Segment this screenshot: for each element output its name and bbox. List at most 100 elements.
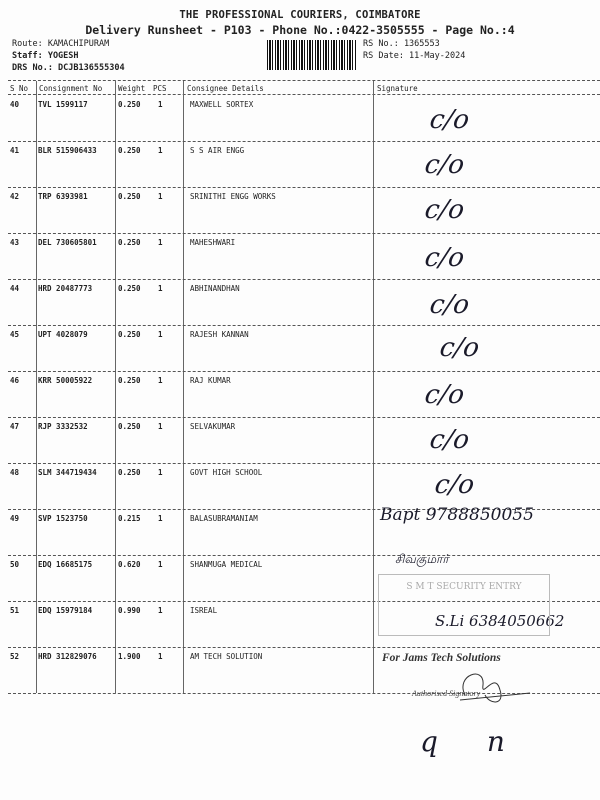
signature: c/o — [427, 105, 472, 135]
authorised-signatory: Authorised Signatory — [412, 689, 481, 698]
cell-consignee: GOVT HIGH SCHOOL — [190, 468, 263, 477]
cell-pcs: 1 — [158, 606, 163, 615]
cell-consignment: KRR 50005922 — [38, 376, 93, 385]
cell-consignee: SELVAKUMAR — [190, 422, 236, 431]
signature: c/o — [422, 380, 467, 410]
cell-weight: 0.250 — [118, 330, 141, 339]
cell-consignee: S S AIR ENGG — [190, 146, 245, 155]
cell-weight: 0.250 — [118, 146, 141, 155]
cell-consignee: ABHINANDHAN — [190, 284, 240, 293]
cell-sno: 47 — [10, 422, 20, 431]
row-divider — [8, 233, 600, 234]
cell-pcs: 1 — [158, 100, 163, 109]
cell-weight: 0.250 — [118, 376, 141, 385]
cell-pcs: 1 — [158, 652, 163, 661]
cell-consignment: RJP 3332532 — [38, 422, 88, 431]
signature: Bapt 9788850055 — [380, 505, 534, 525]
cell-pcs: 1 — [158, 422, 163, 431]
divider — [8, 80, 600, 81]
cell-pcs: 1 — [158, 238, 163, 247]
cell-consignment: EDQ 15979184 — [38, 606, 93, 615]
cell-pcs: 1 — [158, 514, 163, 523]
cell-consignment: SLM 344719434 — [38, 468, 97, 477]
cell-sno: 46 — [10, 376, 20, 385]
row-divider — [8, 601, 600, 602]
row-divider — [8, 647, 600, 648]
row-divider — [8, 463, 600, 464]
row-divider — [8, 325, 600, 326]
rs-info: RS No.: 1365553 RS Date: 11-May-2024 — [363, 38, 465, 62]
column-divider — [183, 81, 184, 693]
cell-weight: 0.990 — [118, 606, 141, 615]
security-stamp: S M T SECURITY ENTRY — [378, 574, 550, 636]
cell-consignment: SVP 1523750 — [38, 514, 88, 523]
signature: c/o — [437, 333, 482, 363]
col-consignee: Consignee Details — [187, 84, 264, 93]
signature: c/o — [427, 290, 472, 320]
divider — [8, 94, 600, 95]
cell-consignee: MAHESHWARI — [190, 238, 236, 247]
cell-weight: 0.215 — [118, 514, 141, 523]
column-divider — [115, 81, 116, 693]
cell-weight: 0.250 — [118, 284, 141, 293]
staff: Staff: YOGESH — [12, 51, 79, 61]
row-divider — [8, 417, 600, 418]
drs-no: DRS No.: DCJB136555304 — [12, 63, 125, 73]
cell-consignment: HRD 20487773 — [38, 284, 93, 293]
cell-pcs: 1 — [158, 560, 163, 569]
company-stamp: For Jams Tech Solutions — [382, 652, 501, 664]
row-divider — [8, 371, 600, 372]
cell-pcs: 1 — [158, 284, 163, 293]
cell-consignment: TRP 6393981 — [38, 192, 88, 201]
column-divider — [36, 81, 37, 693]
cell-consignee: ISREAL — [190, 606, 218, 615]
signature: c/o — [422, 243, 467, 273]
cell-sno: 52 — [10, 652, 20, 661]
cell-sno: 49 — [10, 514, 20, 523]
rs-date: RS Date: 11-May-2024 — [363, 51, 466, 61]
cell-consignee: SHANMUGA MEDICAL — [190, 560, 263, 569]
cell-weight: 0.620 — [118, 560, 141, 569]
rs-no: RS No.: 1365553 — [363, 39, 440, 49]
cell-sno: 51 — [10, 606, 20, 615]
col-pcs: PCS — [153, 84, 167, 93]
signature: c/o — [422, 195, 467, 225]
cell-weight: 0.250 — [118, 238, 141, 247]
cell-weight: 0.250 — [118, 468, 141, 477]
col-consignment: Consignment No — [39, 84, 103, 93]
cell-consignee: SRINITHI ENGG WORKS — [190, 192, 276, 201]
cell-consignee: BALASUBRAMANIAM — [190, 514, 258, 523]
cell-pcs: 1 — [158, 330, 163, 339]
barcode — [267, 40, 357, 70]
cell-weight: 0.250 — [118, 192, 141, 201]
cell-sno: 45 — [10, 330, 20, 339]
cell-consignment: UPT 4028079 — [38, 330, 88, 339]
cell-consignment: TVL 1599117 — [38, 100, 88, 109]
col-weight: Weight — [118, 84, 146, 93]
runsheet-title: Delivery Runsheet - P103 - Phone No.:042… — [85, 23, 515, 37]
cell-consignment: HRD 312829076 — [38, 652, 97, 661]
company-title: THE PROFESSIONAL COURIERS, COIMBATORE — [179, 9, 421, 21]
cell-consignee: AM TECH SOLUTION — [190, 652, 263, 661]
row-divider — [8, 141, 600, 142]
cell-pcs: 1 — [158, 146, 163, 155]
footer-handwriting: q n — [420, 725, 505, 758]
cell-consignee: MAXWELL SORTEX — [190, 100, 254, 109]
col-sno: S No — [10, 84, 29, 93]
row-divider — [8, 187, 600, 188]
cell-pcs: 1 — [158, 376, 163, 385]
cell-consignment: BLR 515906433 — [38, 146, 97, 155]
column-divider — [373, 81, 374, 693]
cell-pcs: 1 — [158, 192, 163, 201]
cell-sno: 42 — [10, 192, 20, 201]
cell-pcs: 1 — [158, 468, 163, 477]
cell-weight: 0.250 — [118, 100, 141, 109]
signature: c/o — [427, 425, 472, 455]
signature: c/o — [432, 470, 477, 500]
cell-consignee: RAJESH KANNAN — [190, 330, 249, 339]
signature-scribble — [459, 673, 531, 703]
cell-sno: 50 — [10, 560, 20, 569]
route: Route: KAMACHIPURAM — [12, 39, 110, 49]
row-divider — [8, 279, 600, 280]
cell-sno: 40 — [10, 100, 20, 109]
